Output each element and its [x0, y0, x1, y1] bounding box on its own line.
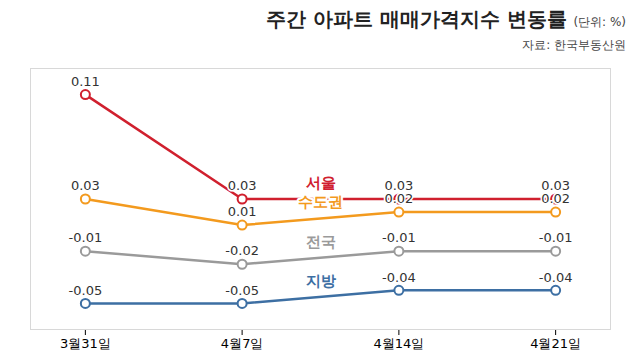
- svg-text:0.02: 0.02: [384, 191, 413, 206]
- svg-text:-0.01: -0.01: [539, 230, 573, 245]
- svg-text:-0.04: -0.04: [539, 270, 573, 285]
- svg-text:0.03: 0.03: [541, 178, 571, 194]
- svg-text:서울: 서울: [306, 174, 336, 192]
- html-text:주간 아파트 매매가격지수 변동률 (단위: %): 주간 아파트 매매가격지수 변동률 (단위: %): [266, 7, 626, 31]
- svg-text:지방: 지방: [306, 272, 336, 290]
- svg-text:-0.05: -0.05: [69, 283, 103, 298]
- svg-text:0.03: 0.03: [384, 178, 414, 194]
- svg-text:4월7일: 4월7일: [221, 336, 264, 351]
- svg-text:0.11: 0.11: [71, 74, 100, 89]
- svg-text:0.01: 0.01: [228, 204, 257, 219]
- svg-text:수도권: 수도권: [298, 193, 343, 211]
- svg-text:-0.05: -0.05: [225, 283, 259, 298]
- svg-text:4월14일: 4월14일: [373, 336, 424, 351]
- svg-text:0.02: 0.02: [541, 191, 570, 206]
- svg-text:0.03: 0.03: [71, 178, 100, 193]
- svg-text:-0.04: -0.04: [382, 270, 416, 285]
- svg-text:-0.02: -0.02: [225, 243, 259, 258]
- html-text:자료: 한국부동산원: 자료: 한국부동산원: [522, 38, 626, 52]
- svg-text:-0.01: -0.01: [382, 230, 416, 245]
- svg-text:0.03: 0.03: [228, 178, 257, 193]
- svg-text:전국: 전국: [306, 233, 336, 251]
- svg-text:4월21일: 4월21일: [530, 336, 581, 351]
- svg-text:3월31일: 3월31일: [60, 336, 111, 351]
- svg-text:-0.01: -0.01: [69, 230, 103, 245]
